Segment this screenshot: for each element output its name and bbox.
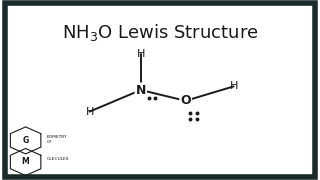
Text: H: H: [137, 49, 145, 59]
Text: $\mathregular{NH_3O}$ Lewis Structure: $\mathregular{NH_3O}$ Lewis Structure: [62, 22, 258, 43]
Text: OF: OF: [47, 140, 53, 144]
Text: OLECULES: OLECULES: [47, 157, 69, 161]
FancyBboxPatch shape: [5, 3, 315, 177]
Text: EOMETRY: EOMETRY: [47, 135, 68, 139]
Text: O: O: [180, 94, 191, 107]
Text: G: G: [22, 136, 29, 145]
Text: N: N: [136, 84, 146, 96]
Text: H: H: [85, 107, 94, 117]
Text: H: H: [229, 81, 238, 91]
Text: M: M: [22, 158, 29, 166]
